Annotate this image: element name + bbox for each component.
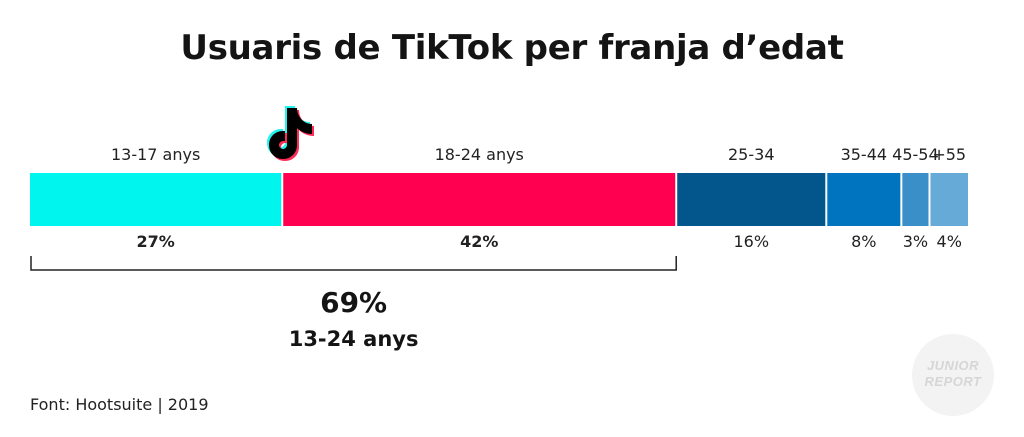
category-label: +55: [932, 145, 966, 164]
value-labels: 27% 42% 16% 8% 3% 4%: [136, 232, 961, 251]
value-label: 3%: [903, 232, 928, 251]
value-label: 8%: [851, 232, 876, 251]
logo-line-2: REPORT: [924, 374, 982, 389]
summary-label: 13-24 anys: [289, 327, 419, 351]
category-label: 18-24 anys: [435, 145, 524, 164]
junior-report-logo: JUNIOR REPORT: [912, 334, 994, 416]
bar-segment: [677, 173, 826, 226]
category-label: 35-44: [841, 145, 888, 164]
summary-bracket: 69% 13-24 anys: [30, 256, 677, 351]
category-labels: 13-17 anys 18-24 anys 25-34 35-44 45-54+55: [111, 145, 966, 164]
value-label: 27%: [136, 232, 174, 251]
category-label: 45-54: [892, 145, 939, 164]
bar-segment: [902, 173, 929, 226]
value-label: 4%: [937, 232, 962, 251]
bar-segment: [283, 173, 676, 226]
category-label: 13-17 anys: [111, 145, 200, 164]
source-note: Font: Hootsuite | 2019: [30, 395, 209, 414]
category-label: 25-34: [728, 145, 775, 164]
tiktok-logo-icon: [267, 106, 314, 161]
value-label: 42%: [460, 232, 498, 251]
summary-value: 69%: [320, 286, 387, 319]
bar-segment: [30, 173, 282, 226]
chart-title: Usuaris de TikTok per franja d’edat: [180, 28, 844, 68]
bar-segments: [30, 173, 968, 226]
bar-segment: [930, 173, 968, 226]
value-label: 16%: [733, 232, 769, 251]
bar-segment: [827, 173, 901, 226]
bracket-line: [30, 256, 677, 271]
logo-line-1: JUNIOR: [926, 358, 980, 373]
